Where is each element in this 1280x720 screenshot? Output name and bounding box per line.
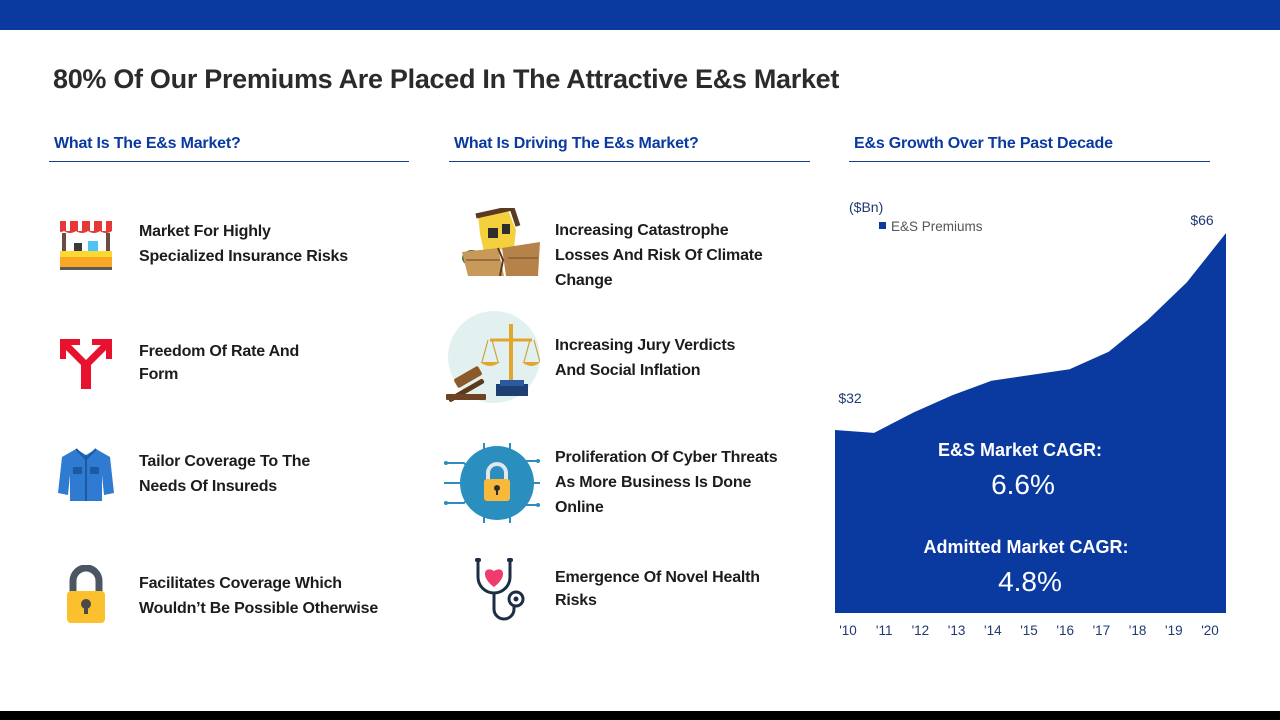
market-stall-icon: [58, 215, 114, 271]
x-tick-label: '18: [1129, 623, 1147, 638]
es-cagr-value: 6.6%: [991, 469, 1055, 500]
x-tick-label: '20: [1201, 623, 1219, 638]
page-title: 80% Of Our Premiums Are Placed In The At…: [53, 64, 840, 94]
es-premiums-area: [835, 233, 1226, 613]
admitted-cagr-value: 4.8%: [998, 566, 1062, 597]
item-jury-verdicts: Increasing Jury Verdicts And Social Infl…: [555, 337, 736, 379]
growth-heading: E&s Growth Over The Past Decade: [849, 135, 1210, 162]
item-freedom-of-rate: Freedom Of Rate And Form: [139, 343, 300, 383]
admitted-cagr-label: Admitted Market CAGR:: [923, 537, 1129, 557]
item-specialized-risks: Market For Highly Specialized Insurance …: [139, 223, 348, 265]
x-tick-label: '14: [984, 623, 1002, 638]
legend-swatch: [879, 222, 886, 229]
padlock-icon: [64, 564, 108, 625]
item-tailor-coverage: Tailor Coverage To The Needs Of Insureds: [139, 453, 311, 495]
item-cyber-threats: Proliferation Of Cyber Threats As More B…: [555, 449, 778, 516]
chart-unit-label: ($Bn): [849, 199, 883, 215]
earthquake-house-icon: [458, 205, 542, 278]
what-is-heading: What Is The E&s Market?: [49, 135, 409, 162]
item-facilitates-coverage: Facilitates Coverage Which Wouldn’t Be P…: [139, 575, 379, 617]
cyber-lock-icon: [444, 443, 540, 523]
scales-of-justice-icon: [444, 310, 541, 406]
es-cagr-label: E&S Market CAGR:: [937, 440, 1103, 460]
stethoscope-icon: [472, 557, 528, 625]
forked-arrow-icon: [60, 337, 112, 391]
x-tick-label: '19: [1165, 623, 1183, 638]
x-tick-label: '13: [948, 623, 966, 638]
data-label-last: $66: [1190, 212, 1214, 228]
item-novel-health-risks: Emergence Of Novel Health Risks: [555, 569, 760, 609]
data-label-first: $32: [838, 390, 862, 406]
x-tick-label: '11: [876, 623, 893, 638]
x-tick-label: '10: [839, 623, 857, 638]
x-tick-label: '12: [912, 623, 930, 638]
driving-heading: What Is Driving The E&s Market?: [449, 135, 810, 162]
es-growth-chart: ($Bn) E&S Premiums $32 $66 '10 '11 '12 '13 '…: [835, 199, 1226, 638]
x-tick-label: '17: [1093, 623, 1111, 638]
item-catastrophe-losses: Increasing Catastrophe Losses And Risk O…: [555, 222, 763, 289]
legend-label: E&S Premiums: [891, 219, 983, 234]
tailored-shirt-icon: [58, 445, 114, 501]
top-banner: [0, 0, 1280, 30]
bottom-banner: [0, 711, 1280, 720]
x-tick-label: '16: [1056, 623, 1074, 638]
x-tick-label: '15: [1020, 623, 1038, 638]
